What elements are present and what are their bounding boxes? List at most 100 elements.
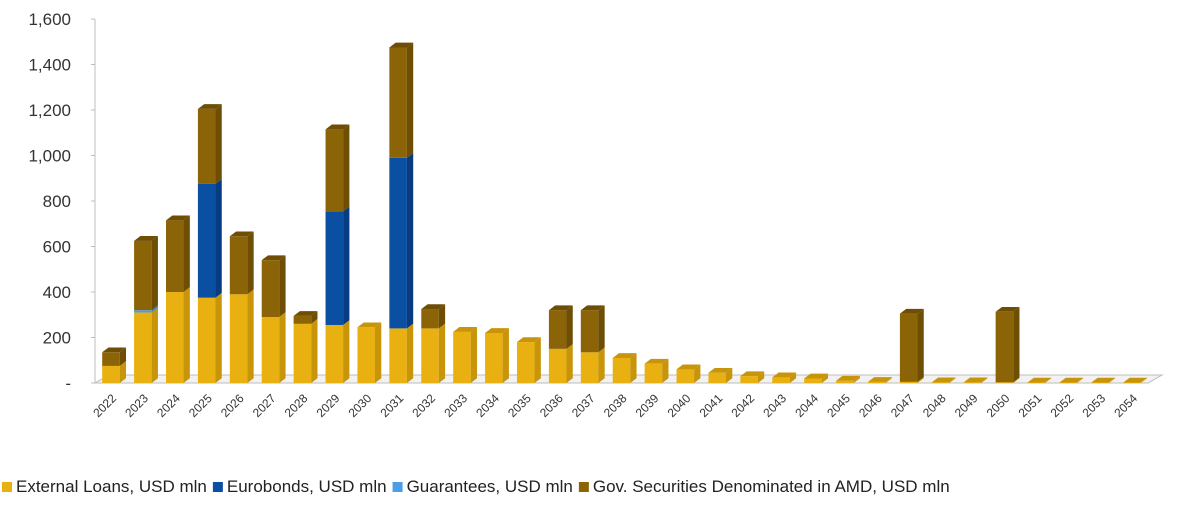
y-tick-label: 600 — [43, 238, 71, 257]
bar-top-cap — [644, 358, 669, 364]
bar-segment — [229, 231, 254, 295]
bar-top-cap — [1059, 377, 1084, 383]
bar-segment — [1091, 377, 1116, 384]
bar-segment — [676, 364, 701, 383]
x-tick-label: 2045 — [824, 391, 853, 420]
x-tick-label: 2050 — [984, 391, 1013, 420]
x-tick-label: 2032 — [409, 391, 438, 420]
x-tick-label: 2030 — [346, 391, 375, 420]
bar-segment — [261, 255, 286, 318]
bar-top-cap — [293, 311, 318, 316]
y-tick-label: 1,000 — [28, 147, 71, 166]
x-tick-label: 2025 — [186, 391, 215, 420]
x-tick-label: 2052 — [1048, 391, 1077, 420]
bar-segment — [963, 377, 988, 383]
x-tick-label: 2029 — [314, 391, 343, 420]
bar-top-cap — [1091, 377, 1116, 383]
x-tick-label: 2024 — [154, 391, 183, 420]
bar-top-cap — [772, 372, 797, 378]
axes: - 200 400 600 800 1,000 1,200 1,400 1,600 — [28, 10, 96, 393]
legend-label: Gov. Securities Denominated in AMD, USD … — [593, 477, 950, 496]
x-tick-label: 2023 — [122, 391, 151, 420]
bar-segment — [229, 289, 254, 383]
bar-top-cap — [421, 304, 446, 310]
x-tick-label: 2043 — [760, 391, 789, 420]
bar-segment — [134, 236, 158, 311]
bar-segment — [325, 124, 350, 212]
bar-segment — [102, 361, 127, 383]
bar-segment — [165, 215, 190, 292]
y-tick-label: - — [65, 374, 71, 393]
x-tick-label: 2035 — [505, 391, 534, 420]
bar-segment — [995, 377, 1020, 383]
bar-segment — [197, 292, 222, 383]
x-tick-label: 2046 — [856, 391, 885, 420]
bar-segment — [485, 328, 509, 383]
bar-top-cap — [548, 305, 573, 311]
x-tick-labels: 2022 2023 2024 2025 2026 2027 2028 2029 2030 2031… — [90, 391, 1140, 420]
bar-top-cap — [229, 231, 254, 237]
bar-top-cap — [325, 124, 350, 130]
bar-segment — [102, 347, 127, 366]
bar-segment — [548, 305, 573, 349]
bar-segment — [804, 373, 829, 383]
legend-label: Eurobonds, USD mln — [227, 477, 387, 496]
bar-top-cap — [102, 347, 127, 353]
bar-top-cap — [1123, 377, 1148, 383]
bar-segment — [421, 323, 446, 383]
bar-segment — [197, 179, 222, 298]
bar-segment — [931, 377, 956, 383]
bar-segment — [516, 337, 541, 383]
bar-segment — [165, 287, 190, 383]
bar-segment — [580, 347, 605, 383]
bar-top-cap — [995, 306, 1020, 312]
x-tick-label: 2034 — [473, 391, 502, 420]
bar-segment — [708, 367, 733, 383]
bar-segment — [134, 307, 158, 383]
bar-top-cap — [804, 373, 829, 379]
bar-segment — [197, 104, 222, 184]
bar-segment — [580, 305, 605, 353]
bar-top-cap — [836, 375, 860, 381]
bar-segment — [836, 375, 860, 383]
bar-top-cap — [963, 377, 988, 383]
x-tick-label: 2031 — [377, 391, 406, 420]
legend-swatch — [2, 482, 12, 492]
x-tick-label: 2022 — [90, 391, 119, 420]
y-tick-label: 800 — [43, 192, 71, 211]
bar-segment — [389, 42, 414, 158]
bar-top-cap — [1027, 377, 1052, 383]
x-tick-label: 2037 — [569, 391, 598, 420]
x-tick-label: 2048 — [920, 391, 949, 420]
bar-segment — [772, 372, 797, 383]
bars — [102, 42, 1148, 384]
bar-top-cap — [261, 255, 286, 261]
x-tick-label: 2038 — [601, 391, 630, 420]
x-tick-label: 2033 — [441, 391, 470, 420]
bar-top-cap — [612, 353, 637, 358]
bar-top-cap — [165, 215, 190, 221]
x-tick-label: 2041 — [697, 391, 726, 420]
legend-swatch — [578, 482, 589, 492]
x-tick-label: 2039 — [633, 391, 662, 420]
bar-segment — [1027, 377, 1052, 384]
legend-item: External Loans, USD mln — [2, 477, 207, 496]
bar-top-cap — [134, 236, 158, 241]
bar-segment — [293, 319, 318, 383]
bar-top-cap — [516, 337, 541, 343]
bar-top-cap — [580, 305, 605, 311]
bar-segment — [261, 312, 286, 383]
x-tick-label: 2049 — [952, 391, 981, 420]
x-tick-label: 2051 — [1016, 391, 1045, 420]
bar-top-cap — [740, 371, 765, 377]
bar-segment — [134, 305, 158, 313]
bar-segment — [293, 311, 318, 324]
x-tick-label: 2028 — [282, 391, 311, 420]
bar-top-cap — [357, 322, 382, 328]
bar-segment — [1059, 377, 1084, 384]
legend: External Loans, USD mln Eurobonds, USD ml… — [2, 477, 950, 496]
legend-label: Guarantees, USD mln — [407, 477, 573, 496]
x-tick-label: 2042 — [728, 391, 757, 420]
